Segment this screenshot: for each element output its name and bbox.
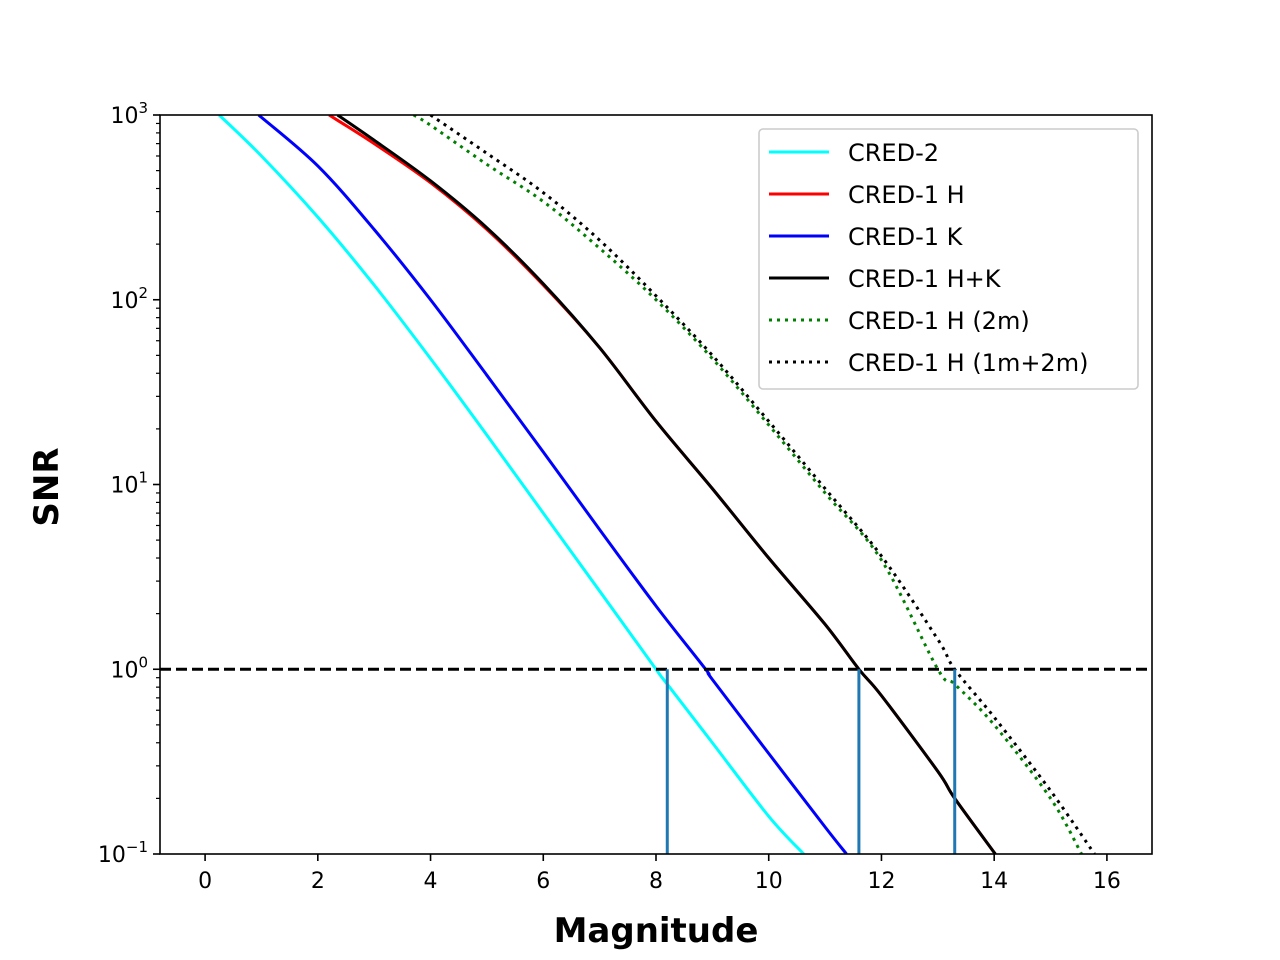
legend-label-cred-1-h: CRED-1 H <box>848 181 965 209</box>
x-axis-title: Magnitude <box>554 911 759 951</box>
y-tick-label: 100 <box>110 653 148 683</box>
y-axis-title: SNR <box>27 447 67 526</box>
x-tick-label: 6 <box>536 869 550 894</box>
series-line-cred-2 <box>218 115 805 854</box>
x-tick-label: 4 <box>424 869 438 894</box>
legend-label-cred-1-h-k: CRED-1 H+K <box>848 265 1002 293</box>
legend-box <box>758 128 1139 390</box>
legend-label-cred-1-h-1m-2m: CRED-1 H (1m+2m) <box>848 349 1088 377</box>
x-tick-label: 16 <box>1093 869 1121 894</box>
x-tick-label: 8 <box>649 869 663 894</box>
series-line-cred-1-h-k <box>336 115 997 854</box>
legend-label-cred-1-k: CRED-1 K <box>848 223 964 251</box>
x-tick-label: 0 <box>198 869 212 894</box>
legend: CRED-2 CRED-1 H CRED-1 K CRED-1 H+K CRED-1 H… <box>758 128 1139 390</box>
series-line-cred-1-k <box>257 115 848 854</box>
plot-area <box>160 115 1152 854</box>
series-line-cred-1-h-1m-2m <box>429 115 1096 854</box>
x-tick-label: 10 <box>755 869 783 894</box>
legend-label-cred-2: CRED-2 <box>848 139 939 167</box>
x-tick-label: 14 <box>980 869 1008 894</box>
y-tick-label: 103 <box>110 99 148 129</box>
y-tick-label: 102 <box>110 284 148 314</box>
legend-label-cred-1-h-2m: CRED-1 H (2m) <box>848 307 1030 335</box>
x-tick-label: 2 <box>311 869 325 894</box>
y-tick-label: 101 <box>110 469 148 499</box>
y-tick-label: 10−1 <box>98 838 148 868</box>
plot-clip-group <box>160 115 1152 854</box>
x-tick-label: 12 <box>867 869 895 894</box>
series-line-cred-1-h-2m <box>412 115 1083 854</box>
axes: 0 2 4 6 8 10 12 14 16 10−1 100 101 102 103 <box>98 99 1153 894</box>
